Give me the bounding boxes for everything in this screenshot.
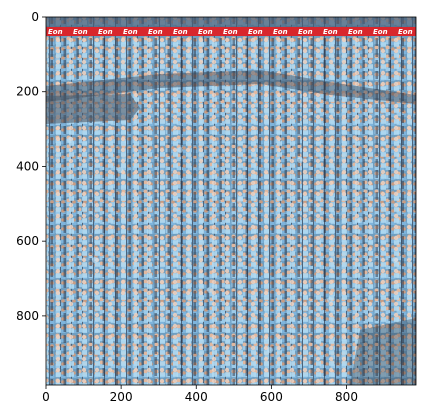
crowd-highlights (67, 137, 398, 353)
x-tick-label: 400 (185, 390, 208, 404)
right-lower-stand (350, 318, 416, 385)
x-axis-ticks: 0 200 400 600 800 (42, 385, 358, 404)
x-tick-label: 0 (42, 390, 50, 404)
banner-label: Eon (323, 28, 338, 36)
x-tick-label: 800 (335, 390, 358, 404)
top-crowd-row (46, 17, 416, 27)
banner-label: Eon (298, 28, 313, 36)
banner-label: Eon (48, 28, 63, 36)
banner-label: Eon (348, 28, 363, 36)
banner-label: Eon (73, 28, 88, 36)
banner-label: Eon (123, 28, 138, 36)
crowd-overlay (46, 17, 416, 385)
banner-label: Eon (98, 28, 113, 36)
photo: Eon Eon Eon Eon Eon Eon Eon Eon Eon Eon … (46, 17, 416, 385)
banner-label: Eon (198, 28, 213, 36)
axes-frame (45, 16, 417, 386)
ad-banner-text: Eon Eon Eon Eon Eon Eon Eon Eon Eon Eon … (48, 28, 413, 36)
banner-label: Eon (173, 28, 188, 36)
ad-banner (46, 27, 416, 36)
left-stand-structure (46, 94, 140, 124)
upper-tier-shadow (46, 70, 416, 104)
y-axis-ticks: 0 200 400 600 800 (16, 10, 46, 323)
y-tick-label: 400 (16, 159, 39, 173)
banner-label: Eon (373, 28, 388, 36)
banner-label: Eon (223, 28, 238, 36)
banner-label: Eon (248, 28, 263, 36)
y-tick-label: 600 (16, 234, 39, 248)
y-tick-label: 800 (16, 309, 39, 323)
y-tick-label: 0 (31, 10, 39, 24)
x-tick-label: 200 (110, 390, 133, 404)
banner-label: Eon (273, 28, 288, 36)
x-tick-label: 600 (260, 390, 283, 404)
banner-label: Eon (148, 28, 163, 36)
y-tick-label: 200 (16, 85, 39, 99)
banner-label: Eon (398, 28, 413, 36)
